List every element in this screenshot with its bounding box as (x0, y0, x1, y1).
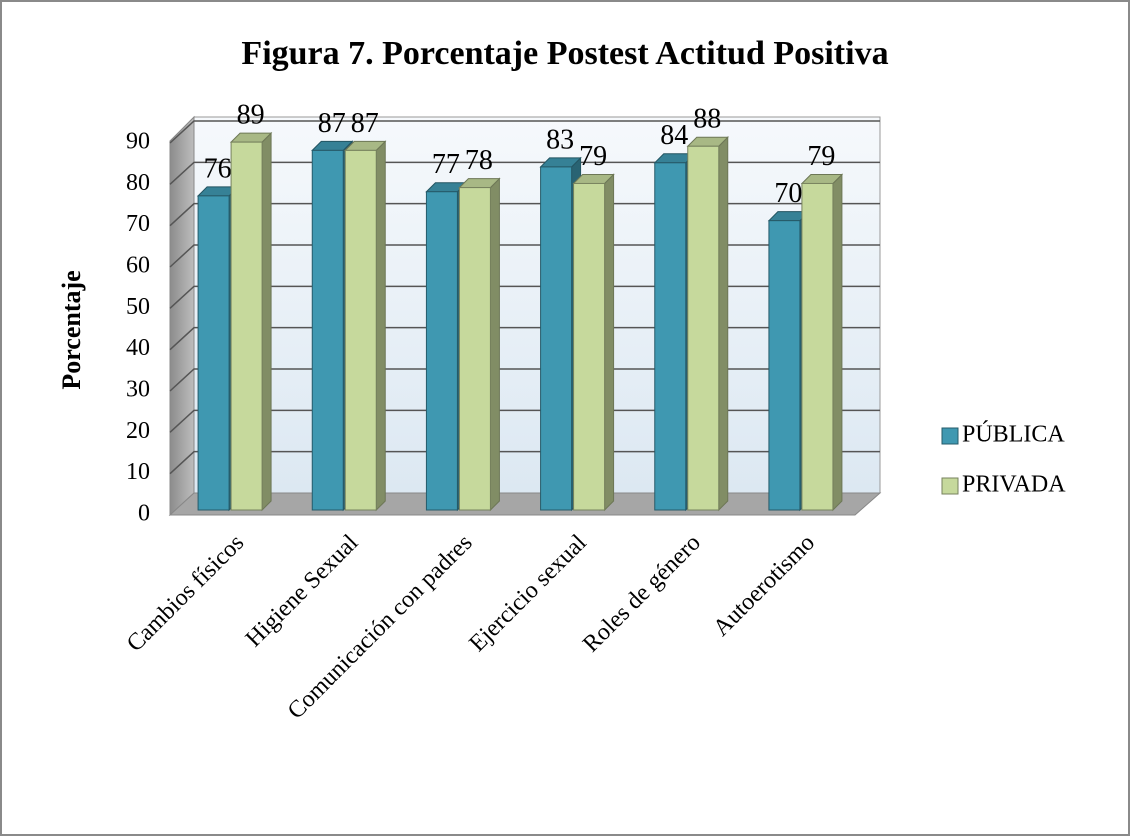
bar-side (489, 177, 500, 512)
bar (425, 191, 458, 511)
bar (573, 182, 606, 511)
legend-swatch (941, 477, 959, 495)
data-label: 89 (237, 100, 265, 131)
grid-line (169, 285, 880, 309)
y-tick-label: 40 (126, 335, 150, 361)
data-label: 79 (807, 141, 835, 172)
y-tick-label: 90 (126, 129, 150, 155)
grid-line (169, 244, 880, 268)
data-label: 83 (546, 124, 574, 155)
bar (458, 187, 491, 511)
legend-swatch (941, 427, 959, 445)
grid-line (169, 368, 880, 392)
grid-line (169, 120, 880, 144)
data-label: 76 (204, 153, 232, 184)
grid-line (169, 202, 880, 227)
grid-line (169, 450, 880, 475)
bar (540, 166, 573, 511)
y-tick-label: 0 (138, 501, 150, 527)
y-axis-label: Porcentaje (57, 270, 86, 389)
y-tick-label: 70 (126, 211, 150, 237)
y-tick-label: 30 (126, 377, 150, 403)
legend-label: PÚBLICA (962, 421, 1065, 448)
y-tick-label: 10 (126, 459, 150, 485)
grid-line (169, 409, 880, 433)
bar (654, 162, 687, 511)
bar-side (832, 173, 843, 512)
data-label: 88 (693, 104, 721, 135)
bar (197, 195, 230, 511)
legend-label: PRIVADA (962, 472, 1066, 498)
bar (687, 145, 720, 511)
chart-title: Figura 7. Porcentaje Postest Actitud Pos… (241, 35, 888, 72)
bar (801, 182, 834, 511)
data-label: 84 (660, 120, 688, 151)
bar (230, 141, 263, 511)
data-label: 87 (351, 108, 379, 139)
data-label: 77 (432, 149, 460, 180)
y-tick-label: 20 (126, 418, 150, 444)
y-tick-label: 60 (126, 253, 150, 279)
bar (768, 220, 801, 511)
data-label: 70 (774, 178, 802, 209)
grid-line (169, 161, 880, 185)
data-label: 87 (318, 108, 346, 139)
data-label: 78 (465, 145, 493, 176)
bar-side (375, 140, 386, 512)
bar (311, 149, 344, 511)
bar-side (718, 136, 729, 512)
bar (344, 149, 377, 511)
bar-side (604, 173, 615, 512)
y-tick-label: 80 (126, 170, 150, 196)
y-tick-label: 50 (126, 294, 150, 320)
data-label: 79 (579, 141, 607, 172)
bar-side (261, 131, 272, 512)
grid-line (169, 326, 880, 351)
